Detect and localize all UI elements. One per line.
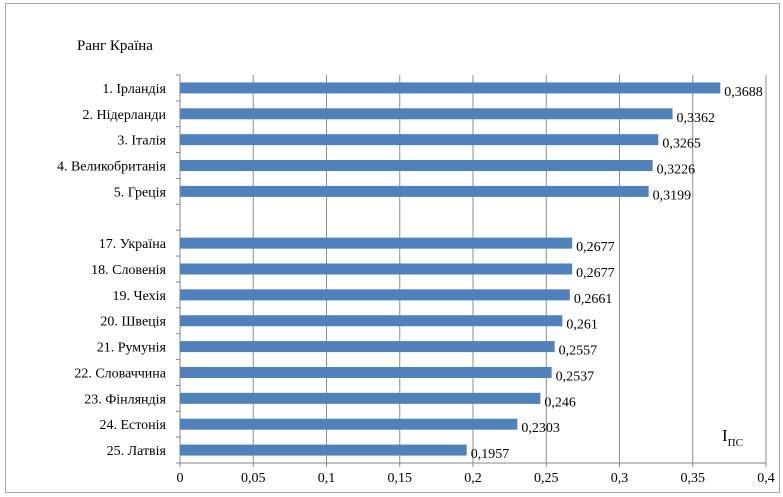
bar bbox=[180, 418, 518, 430]
bar bbox=[180, 392, 541, 404]
category-label: 24. Естонія bbox=[99, 418, 166, 433]
value-label: 0,2677 bbox=[576, 240, 615, 255]
category-label: 17. Україна bbox=[99, 237, 167, 252]
x-tick-label: 0 bbox=[177, 471, 184, 486]
x-tick-label: 0,1 bbox=[318, 471, 336, 486]
x-tick-label: 0,15 bbox=[388, 471, 413, 486]
bar bbox=[180, 108, 673, 120]
category-label: 3. Італія bbox=[117, 134, 166, 149]
value-label: 0,2537 bbox=[556, 369, 595, 384]
value-label: 0,3265 bbox=[662, 137, 701, 152]
category-label: 4. Великобританія bbox=[57, 160, 167, 175]
value-label: 0,3226 bbox=[657, 163, 696, 178]
bar bbox=[180, 185, 649, 197]
bar bbox=[180, 341, 555, 353]
value-label: 0,3199 bbox=[653, 188, 692, 203]
x-tick-label: 0,2 bbox=[464, 471, 482, 486]
chart-title: Ранг Країна bbox=[77, 38, 153, 54]
bar bbox=[180, 289, 570, 301]
x-tick-label: 0,35 bbox=[681, 471, 706, 486]
value-label: 0,2677 bbox=[576, 266, 615, 281]
value-label: 0,3362 bbox=[677, 111, 716, 126]
category-label: 18. Словенія bbox=[91, 263, 166, 278]
category-label: 2. Нідерланди bbox=[83, 108, 167, 123]
bars bbox=[180, 82, 721, 456]
bar bbox=[180, 263, 573, 275]
value-label: 0,246 bbox=[544, 395, 576, 410]
bar bbox=[180, 315, 563, 327]
category-label: 23. Фінляндія bbox=[84, 392, 166, 407]
bar bbox=[180, 237, 573, 249]
category-label: 25. Латвія bbox=[107, 444, 167, 459]
x-tick-label: 0,4 bbox=[757, 471, 775, 486]
value-label: 0,1957 bbox=[471, 447, 510, 462]
bar bbox=[180, 82, 721, 94]
category-label: 20. Швеція bbox=[100, 315, 166, 330]
value-label: 0,2661 bbox=[574, 292, 613, 307]
bar bbox=[180, 444, 467, 456]
x-tick-label: 0,3 bbox=[611, 471, 629, 486]
category-label: 22. Словаччина bbox=[74, 366, 166, 381]
category-label: 19. Чехія bbox=[113, 289, 167, 304]
labels: 0 0,05 0,1 0,15 0,2 0,25 0,3 0,35 0,4 1. Ірландія… bbox=[57, 82, 775, 486]
value-label: 0,2557 bbox=[559, 344, 598, 359]
bar bbox=[180, 366, 552, 378]
value-label: 0,261 bbox=[566, 318, 598, 333]
category-label: 5. Греція bbox=[114, 185, 167, 200]
bar bbox=[180, 134, 659, 146]
x-axis-label: IПС bbox=[722, 426, 743, 449]
category-label: 21. Румунія bbox=[97, 341, 167, 356]
value-label: 0,3688 bbox=[724, 85, 763, 100]
x-tick-label: 0,25 bbox=[534, 471, 559, 486]
value-label: 0,2303 bbox=[521, 421, 560, 436]
category-label: 1. Ірландія bbox=[102, 82, 166, 97]
bar bbox=[180, 160, 653, 172]
x-tick-label: 0,05 bbox=[241, 471, 266, 486]
